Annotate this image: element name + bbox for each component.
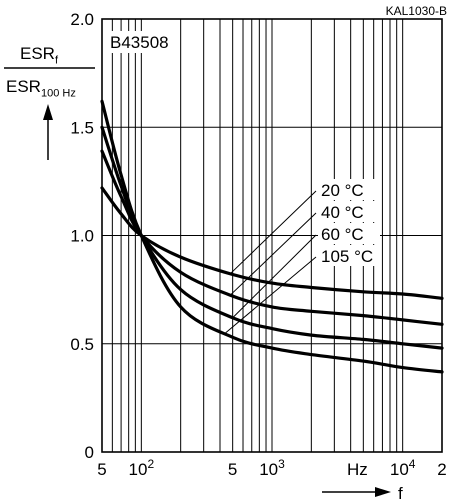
- y-axis-numerator-main: ESR: [20, 44, 55, 63]
- legend-label-background: [318, 179, 380, 200]
- legend-leader-line: [230, 190, 317, 275]
- x-tick-label: 5: [97, 460, 106, 479]
- legend-leader-line: [225, 256, 317, 334]
- legend-label: 60 °C: [321, 225, 364, 244]
- series-label-background: [107, 31, 173, 53]
- y-axis-numerator: ESRf: [20, 45, 58, 66]
- y-axis-denominator-sub: 100 Hz: [40, 87, 76, 100]
- y-axis-arrow-head: [43, 104, 53, 120]
- x-axis-arrow-head: [375, 487, 391, 497]
- x-tick-label: 2: [437, 460, 446, 479]
- x-axis-label: f: [398, 484, 403, 502]
- plot-frame: [101, 18, 443, 453]
- y-tick-label: 0: [85, 443, 94, 462]
- series-line-1: [100, 186, 444, 300]
- x-tick-label: 5: [228, 460, 237, 479]
- series-line-2: [100, 149, 444, 326]
- legend-label: 40 °C: [321, 203, 364, 222]
- series-label: B43508: [110, 33, 169, 52]
- x-tick-label: 104: [390, 457, 416, 479]
- x-tick-label: 103: [259, 457, 285, 479]
- x-unit-label: Hz: [347, 460, 368, 479]
- legend-label: 20 °C: [321, 181, 364, 200]
- y-tick-label: 0.5: [70, 335, 94, 354]
- series-line-3: [100, 125, 444, 350]
- y-tick-label: 2.0: [70, 10, 94, 29]
- y-tick-label: 1.0: [70, 227, 94, 246]
- document-code: KAL1030-B: [386, 4, 447, 18]
- y-tick-label: 1.5: [70, 118, 94, 137]
- legend-label-background: [318, 201, 380, 222]
- x-tick-label: 102: [129, 457, 155, 479]
- legend-leader-line: [232, 234, 317, 319]
- y-axis-numerator-sub: f: [54, 54, 59, 67]
- legend-label-background: [318, 223, 380, 244]
- legend-leader-line: [230, 212, 317, 296]
- y-axis-denominator-main: ESR: [6, 77, 41, 96]
- legend-label: 105 °C: [321, 247, 373, 266]
- series-line-4: [100, 99, 444, 374]
- y-axis-denominator: ESR100 Hz: [6, 78, 76, 99]
- legend-label-background: [318, 245, 380, 266]
